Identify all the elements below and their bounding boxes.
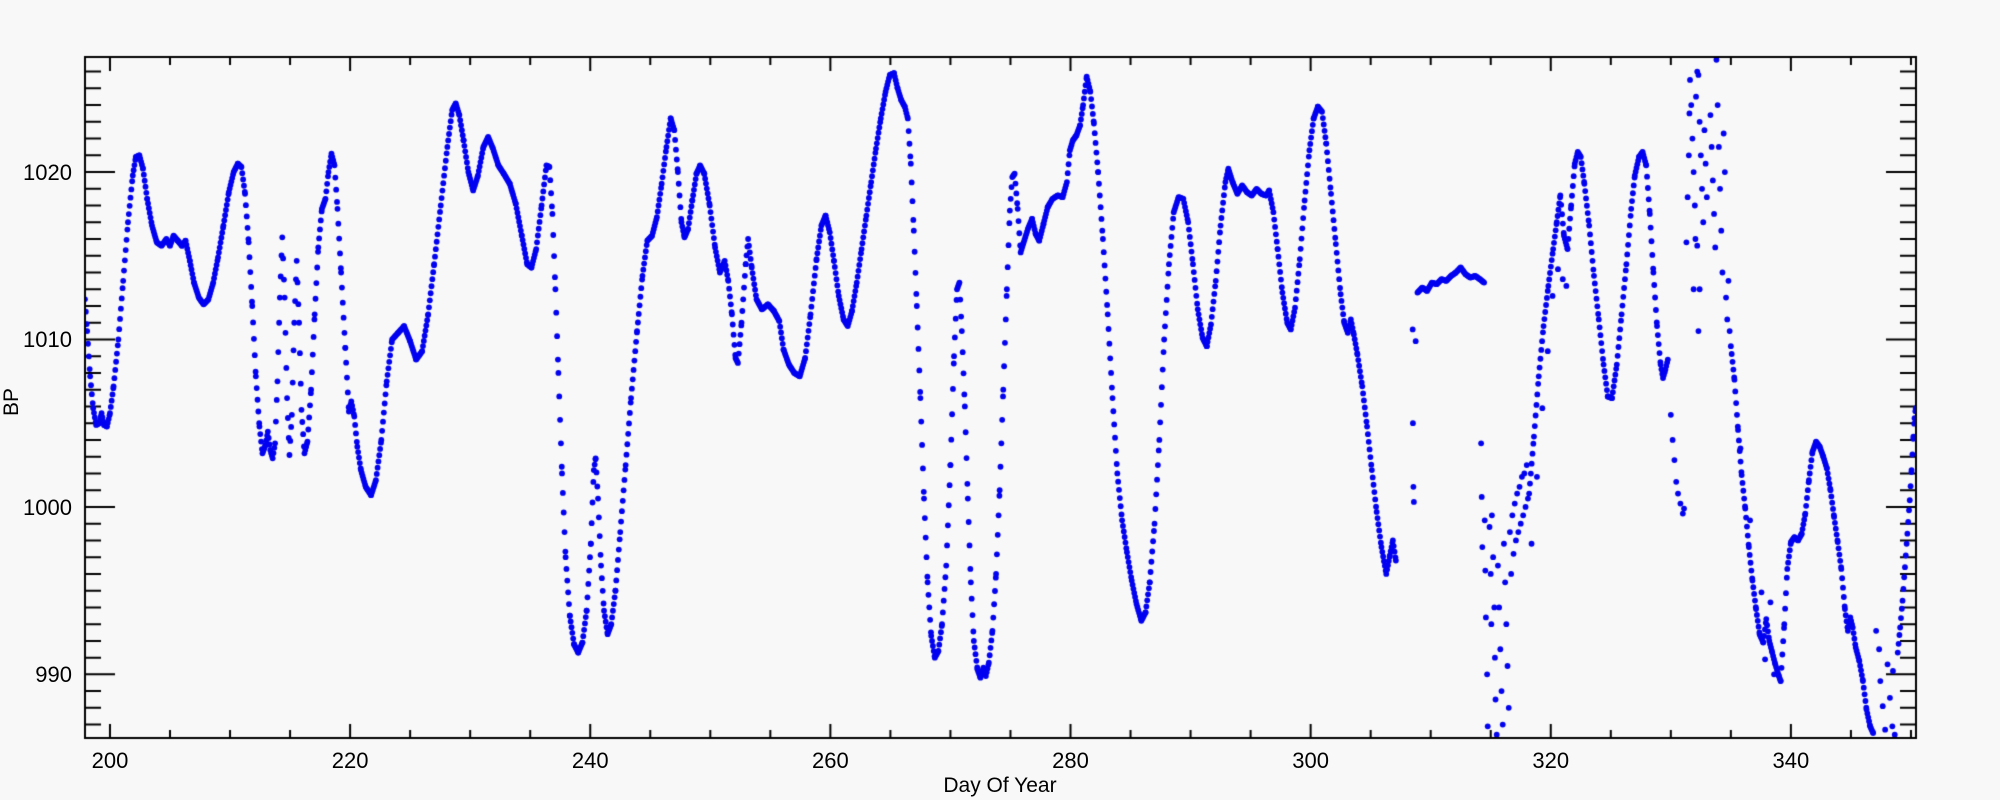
x-tick-label: 340	[1772, 748, 1810, 773]
x-tick-label: 280	[1052, 748, 1089, 773]
y-tick-label: 990	[35, 662, 72, 688]
y-tick-label: 1020	[23, 160, 72, 186]
x-tick-label: 240	[571, 748, 609, 773]
y-tick-label: 1000	[23, 494, 72, 520]
y-tick-label: 1010	[23, 327, 72, 353]
x-tick-label: 260	[812, 748, 849, 773]
x-tick-label: 320	[1532, 748, 1570, 773]
x-axis-title: Day Of Year	[943, 774, 1057, 797]
x-tick-label: 200	[91, 748, 129, 773]
y-axis-title: BP	[0, 388, 23, 417]
x-tick-label: 300	[1292, 748, 1329, 773]
x-tick-label: 220	[331, 748, 369, 773]
